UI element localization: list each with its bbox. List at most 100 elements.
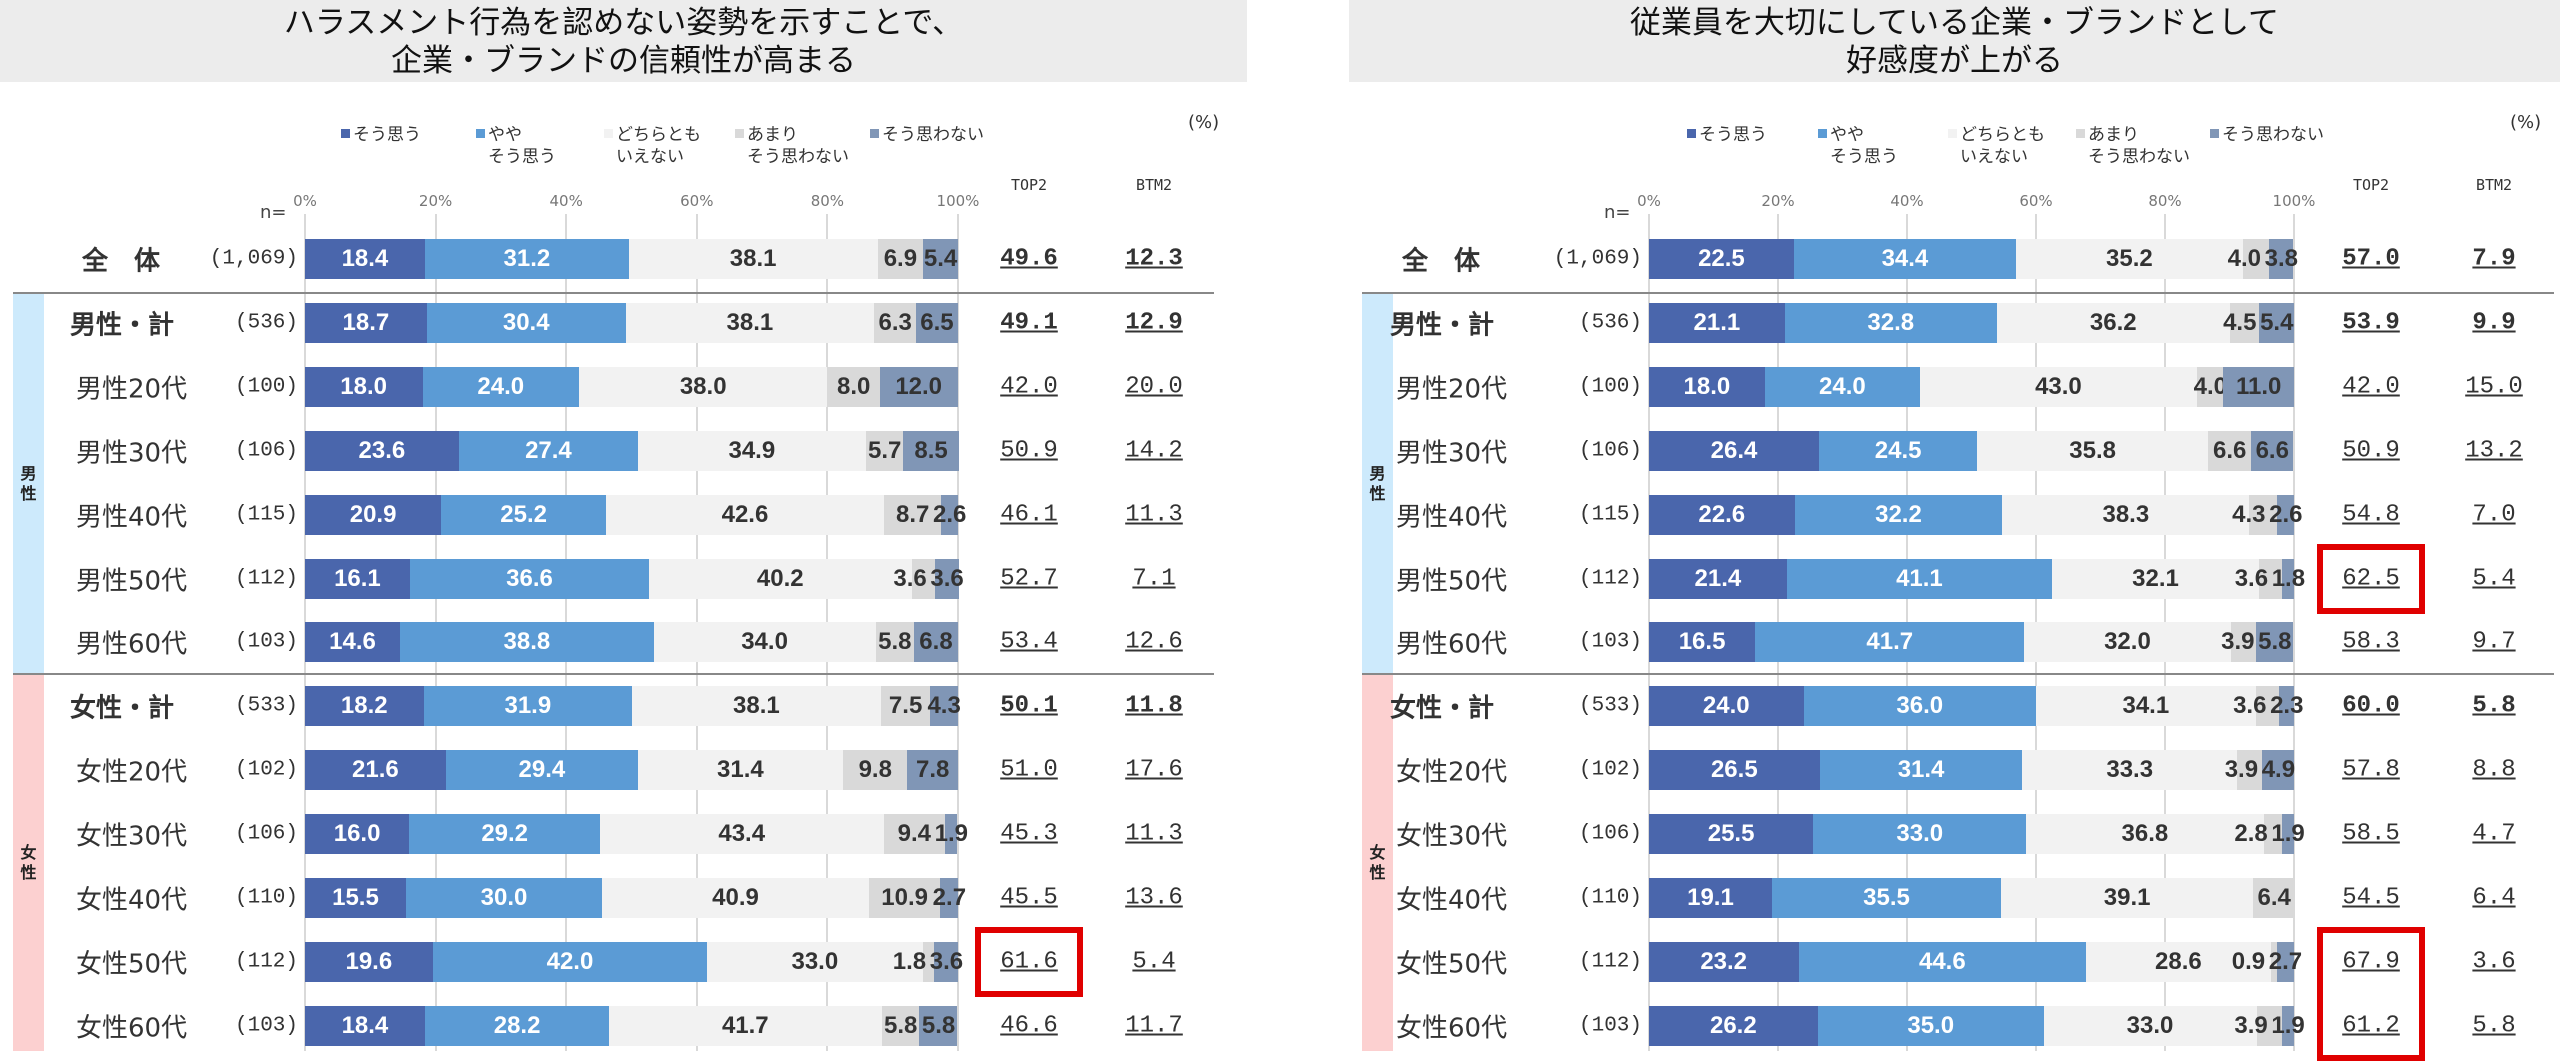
- bar-segment-label: 4.3: [927, 692, 961, 720]
- bar-segment: [1794, 494, 2003, 535]
- bar-segment: [1649, 494, 1795, 535]
- bar-segment: [1977, 430, 2209, 471]
- row-label: 女性30代: [1396, 821, 1508, 852]
- gridline: [957, 214, 959, 1051]
- bar-segment-label: 29.2: [481, 820, 529, 848]
- bar-segment-label: 3.9: [2234, 1011, 2268, 1039]
- top2-value: 51.0: [1000, 756, 1058, 784]
- bar-segment: [2276, 941, 2294, 982]
- top2-value: 42.0: [2342, 373, 2400, 401]
- row-n: (1,069): [209, 247, 298, 271]
- bar-segment: [2262, 750, 2294, 791]
- axis-tick-label: 100%: [936, 192, 980, 210]
- row-label: 女性50代: [1396, 949, 1508, 980]
- row-label: 女性20代: [1396, 757, 1508, 788]
- bar-segment: [922, 239, 958, 279]
- bar-segment: [1919, 366, 2198, 407]
- bar-segment: [305, 430, 460, 471]
- legend-item: あまり そう思わない: [2076, 124, 2190, 168]
- bar-segment-label: 5.8: [2258, 628, 2292, 656]
- top2-value: 45.5: [1000, 884, 1058, 912]
- bar-segment-label: 6.6: [2255, 436, 2289, 464]
- bar-segment-label: 34.4: [1881, 245, 1929, 272]
- bar-segment: [2279, 686, 2294, 727]
- row-n: (536): [234, 311, 298, 335]
- bar-segment: [2282, 558, 2294, 599]
- row-label: 男性30代: [76, 438, 188, 469]
- bar-segment: [2281, 1005, 2294, 1046]
- bar-segment-label: 6.4: [2257, 884, 2291, 911]
- top2-header: TOP2: [2352, 176, 2390, 194]
- bar-segment-label: 4.0: [2193, 372, 2228, 400]
- bar-segment: [865, 430, 904, 471]
- bar-segment: [2249, 494, 2278, 535]
- bar-segment-label: 35.5: [1863, 884, 1910, 911]
- bar-segment-label: 18.2: [340, 692, 388, 720]
- bar-segment-label: 39.1: [2103, 884, 2151, 911]
- group-band-male: [13, 294, 44, 673]
- bar-segment-label: 9.8: [858, 756, 892, 784]
- bar-segment: [1819, 430, 1978, 471]
- legend-label: そう思う: [1699, 125, 1767, 145]
- bar-segment: [827, 366, 880, 407]
- n-label: n=: [260, 202, 287, 223]
- bar-segment: [632, 686, 881, 727]
- legend-label: あまり そう思わない: [747, 125, 849, 167]
- bar-segment-label: 32.8: [1867, 308, 1915, 336]
- bar-segment-label: 31.4: [717, 756, 764, 784]
- bar-segment: [579, 366, 828, 407]
- btm2-value: 11.7: [1125, 1012, 1183, 1040]
- group-band-female: [13, 675, 44, 1051]
- bar-segment-label: 3.6: [929, 947, 964, 975]
- bar-segment-label: 43.4: [718, 820, 766, 848]
- bar-segment-label: 6.6: [2213, 436, 2247, 464]
- bar-segment-label: 5.4: [923, 245, 958, 272]
- row-n: (103): [234, 630, 298, 654]
- bar-segment: [919, 1005, 958, 1046]
- bar-segment-label: 3.9: [2221, 628, 2255, 656]
- group-separator: [1362, 292, 2554, 294]
- legend-item: そう思う: [341, 124, 421, 146]
- btm2-value: 20.0: [1125, 373, 1183, 401]
- bar-segment: [1649, 750, 1820, 791]
- bar-segment-label: 1.8: [2271, 564, 2306, 592]
- row-label: 全 体: [1402, 246, 1481, 277]
- group-band-female: [1362, 675, 1393, 1051]
- bar-segment: [879, 366, 958, 407]
- bar-segment: [600, 814, 884, 855]
- axis-tick-label: 80%: [2148, 192, 2182, 210]
- btm2-value: 11.3: [1125, 501, 1183, 529]
- group-label-male: 男 性: [20, 463, 37, 503]
- bar-segment: [2016, 239, 2244, 279]
- top2-value: 49.6: [1000, 245, 1058, 273]
- row-n: (102): [1578, 758, 1642, 782]
- group-separator: [13, 673, 1214, 675]
- bar-segment: [929, 686, 958, 727]
- bar-segment-label: 29.4: [518, 756, 566, 784]
- legend-swatch-icon: [1818, 129, 1827, 138]
- bar-segment-label: 41.1: [1896, 564, 1943, 592]
- bar-segment-label: 36.8: [2121, 820, 2169, 848]
- bar-segment-label: 44.6: [1918, 947, 1966, 975]
- bar-segment-label: 38.1: [733, 692, 780, 720]
- top2-value: 58.3: [2342, 628, 2400, 656]
- bar-segment-label: 18.4: [341, 245, 389, 272]
- bar-segment-label: 33.0: [791, 947, 839, 975]
- bar-segment-label: 40.9: [712, 884, 759, 911]
- bar-segment-label: 38.8: [503, 628, 551, 656]
- row-n: (533): [234, 694, 298, 718]
- bar-segment: [2043, 1005, 2257, 1046]
- bar-segment-label: 31.2: [503, 245, 551, 272]
- legend-swatch-icon: [2210, 129, 2219, 138]
- bar-segment-label: 6.5: [920, 308, 954, 336]
- legend-item: どちらとも いえない: [1948, 124, 2045, 168]
- top2-value: 42.0: [1000, 373, 1058, 401]
- row-n: (100): [234, 375, 298, 399]
- bar-segment: [2255, 622, 2294, 663]
- axis-tick-label: 0%: [1637, 192, 1661, 210]
- row-label: 女性・計: [70, 693, 175, 724]
- bar-segment-label: 19.1: [1687, 884, 1734, 911]
- bar-segment-label: 32.1: [2132, 564, 2179, 592]
- top2-value: 49.1: [1000, 309, 1058, 337]
- bar-segment-label: 38.3: [2102, 500, 2150, 528]
